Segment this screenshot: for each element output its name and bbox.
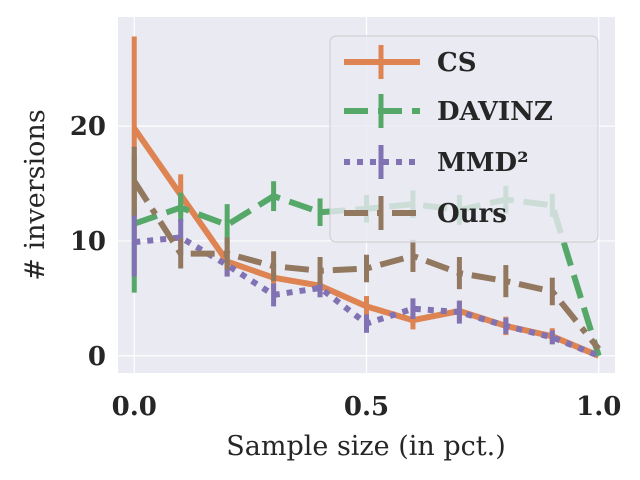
legend-entry: CS xyxy=(344,45,476,79)
legend-box xyxy=(329,35,599,243)
x-tick-label: 0.0 xyxy=(112,392,157,422)
y-tick-label: 20 xyxy=(70,112,106,142)
legend: CS DAVINZ MMD² Ours xyxy=(329,35,599,243)
legend-label: DAVINZ xyxy=(437,97,553,127)
x-tick-labels: 0.0 0.5 1.0 xyxy=(112,392,622,422)
x-tick-label: 0.5 xyxy=(344,392,389,422)
y-tick-labels: 0 10 20 xyxy=(70,112,106,372)
x-tick-label: 1.0 xyxy=(576,392,621,422)
x-axis-label: Sample size (in pct.) xyxy=(226,431,505,462)
legend-label: MMD² xyxy=(437,148,529,178)
series-group xyxy=(131,36,602,359)
legend-label: CS xyxy=(437,48,476,78)
legend-entry: MMD² xyxy=(344,145,529,179)
series-ours xyxy=(131,146,602,351)
legend-entries: CS DAVINZ MMD² Ours xyxy=(344,45,553,230)
y-axis-label: # inversions xyxy=(20,109,51,280)
legend-entry: Ours xyxy=(344,196,507,230)
y-tick-label: 10 xyxy=(70,227,106,257)
legend-label: Ours xyxy=(437,199,507,229)
legend-entry: DAVINZ xyxy=(344,94,553,128)
y-tick-label: 0 xyxy=(88,342,106,372)
